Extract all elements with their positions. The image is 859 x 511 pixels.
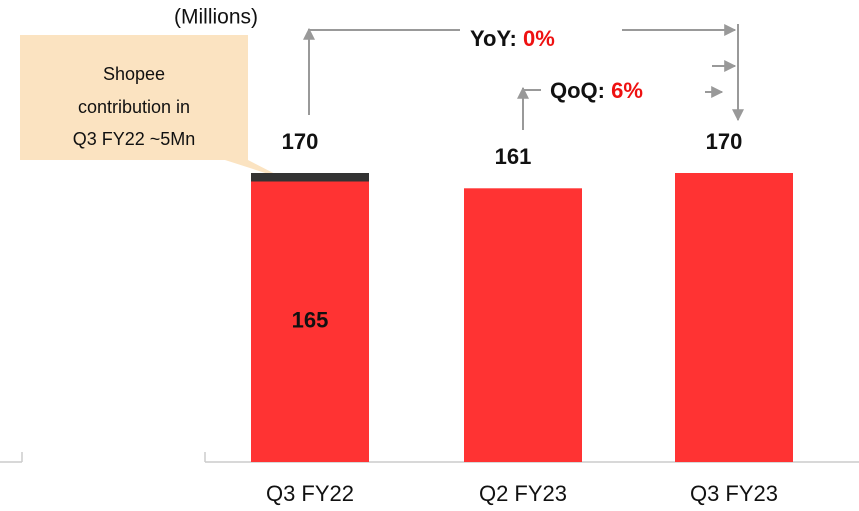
qoq-label: QoQ: 6% (550, 78, 643, 103)
bar-segment (675, 173, 793, 462)
yoy-connector (308, 29, 460, 115)
callout-text: Q3 FY22 ~5Mn (73, 129, 196, 149)
x-tick-label: Q3 FY22 (266, 481, 354, 506)
callout-text: contribution in (78, 97, 190, 117)
total-label: 161 (495, 144, 532, 169)
callout-text: Shopee (103, 64, 165, 84)
qoq-label-text: QoQ: (550, 78, 605, 103)
qoq-value: 6% (611, 78, 643, 103)
x-tick-label: Q2 FY23 (479, 481, 567, 506)
total-label: 170 (282, 129, 319, 154)
bar-segment (251, 173, 369, 182)
total-label: 170 (706, 129, 743, 154)
yoy-label: YoY: 0% (470, 26, 555, 51)
yoy-label-text: YoY: (470, 26, 517, 51)
unit-label: (Millions) (174, 6, 258, 29)
bar-segment (464, 188, 582, 463)
data-label: 165 (292, 308, 329, 333)
callout-box (20, 35, 287, 180)
yoy-value: 0% (523, 26, 555, 51)
bar-segment (251, 181, 369, 462)
qoq-connector (522, 89, 541, 130)
x-tick-label: Q3 FY23 (690, 481, 778, 506)
